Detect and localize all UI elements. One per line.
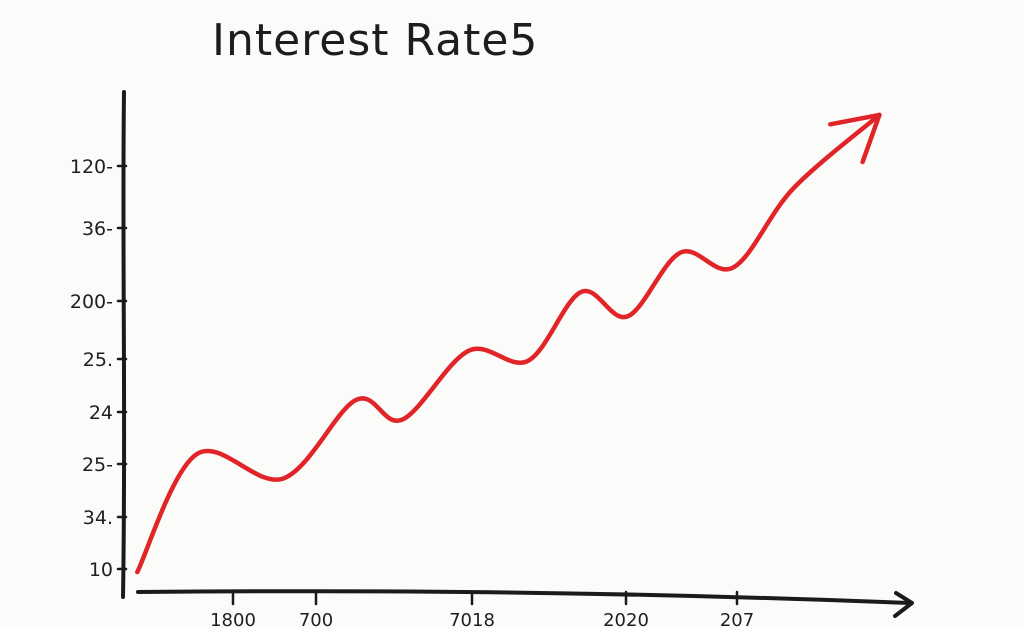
tick-marks xyxy=(116,164,739,606)
y-tick-label: 10 xyxy=(89,559,113,581)
series-group xyxy=(135,112,882,575)
x-axis xyxy=(136,589,912,605)
x-tick-label: 2020 xyxy=(603,610,649,628)
y-tick-label: 120- xyxy=(70,156,113,178)
y-tick-label: 25. xyxy=(83,349,113,371)
y-tick-label: 200- xyxy=(70,291,113,313)
x-tick-labels: 1800 700 7018 2020 207 xyxy=(210,610,754,628)
y-tick-label: 24 xyxy=(89,402,113,424)
y-tick-labels: 10 34. 25- 24 25. 200- 36- 120- xyxy=(70,156,113,581)
y-tick-label: 25- xyxy=(82,454,113,476)
y-tick-label: 34. xyxy=(83,507,113,529)
x-tick-label: 700 xyxy=(299,610,333,628)
chart-title: Interest Rate5 xyxy=(212,15,538,66)
y-axis xyxy=(121,90,127,599)
x-tick-label: 207 xyxy=(720,610,754,628)
series-arrowhead xyxy=(828,112,882,165)
x-axis-arrowhead xyxy=(893,591,914,618)
chart-axes xyxy=(121,90,914,618)
x-tick-label: 1800 xyxy=(210,610,256,628)
series-line xyxy=(135,112,882,575)
y-tick-label: 36- xyxy=(82,218,113,240)
x-tick-label: 7018 xyxy=(449,610,495,628)
